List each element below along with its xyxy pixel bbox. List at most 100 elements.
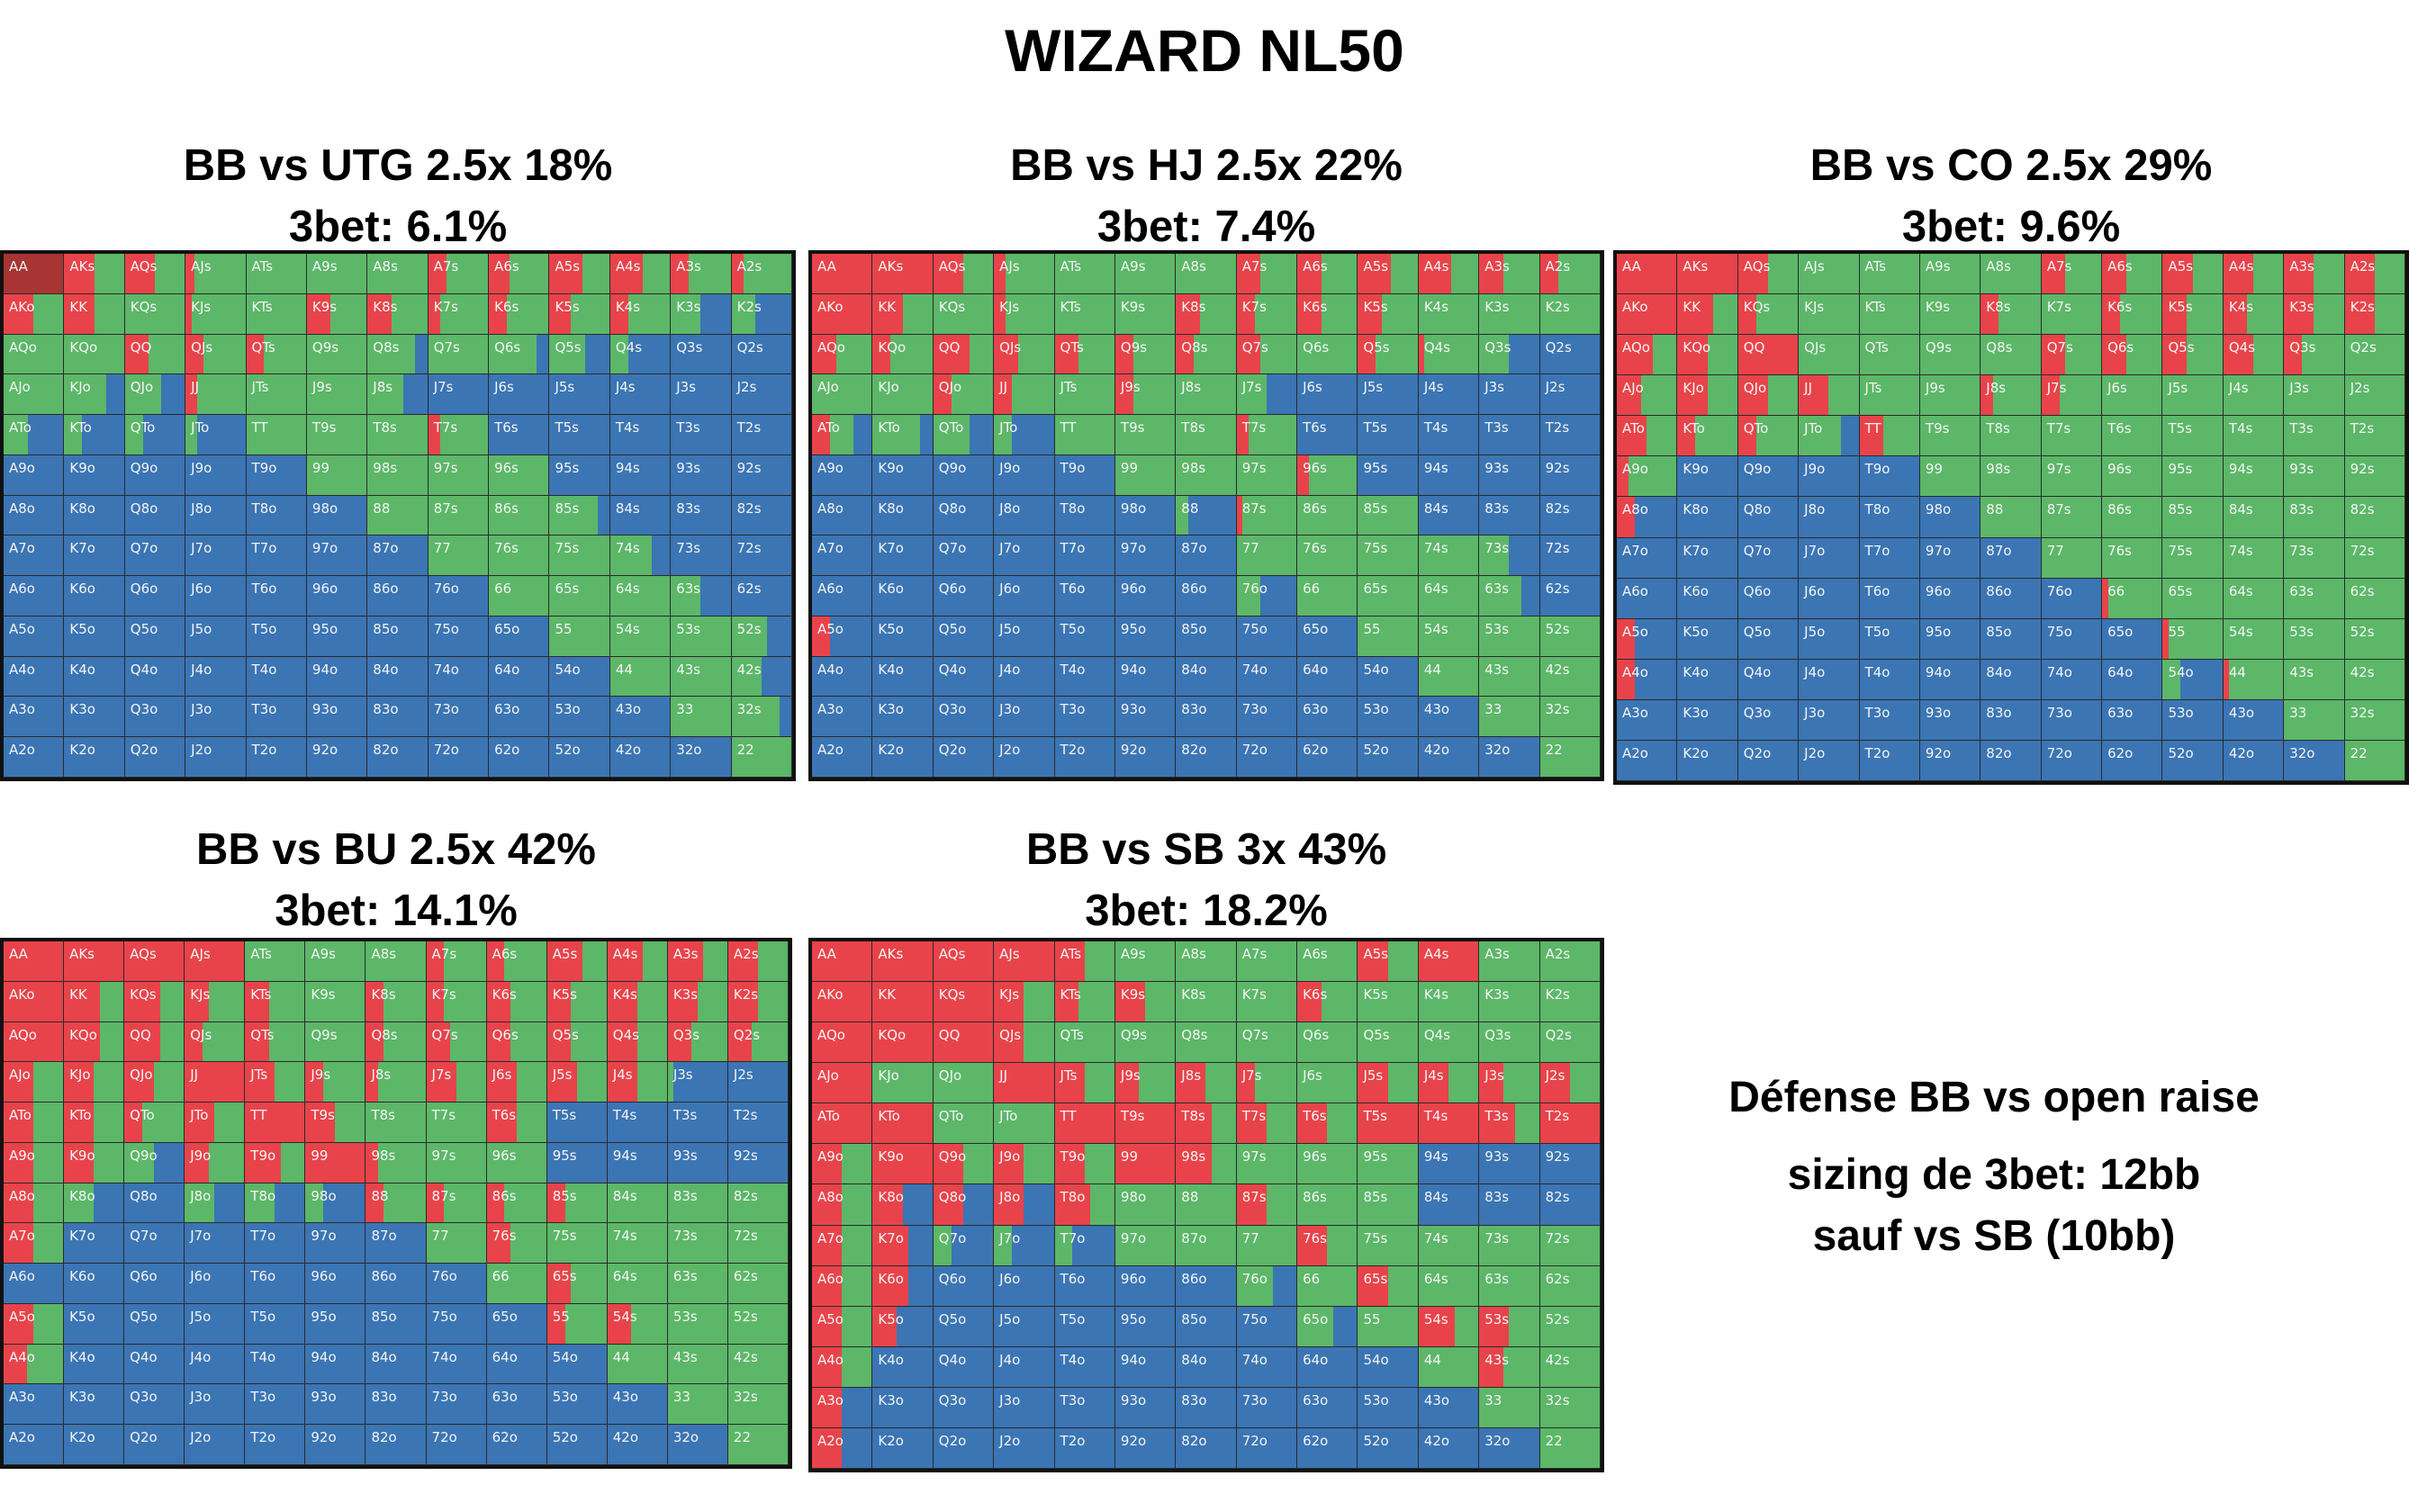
hand-cell-J5s: J5s: [1358, 1063, 1419, 1104]
hand-label: K6s: [494, 298, 519, 315]
hand-cell-A4s: A4s: [1418, 941, 1480, 983]
call-fill: [631, 1303, 667, 1344]
hand-cell-KTs: KTs: [1054, 982, 1115, 1023]
hand-label: Q6o: [938, 580, 967, 598]
call-fill: [245, 1183, 275, 1223]
hand-cell-92o: 92o: [306, 737, 368, 778]
raise-fill: [1054, 982, 1079, 1022]
hand-label: 87s: [431, 1187, 456, 1204]
hand-cell-JTo: JTo: [994, 415, 1055, 455]
call-fill: [1358, 536, 1418, 576]
hand-cell-T8o: T8o: [245, 1183, 306, 1224]
hand-label: T9s: [1120, 419, 1145, 436]
hand-label: 32o: [676, 742, 702, 759]
hand-cell-T7s: T7s: [1236, 1103, 1298, 1145]
hand-label: J5s: [2168, 380, 2188, 397]
hand-cell-T6o: T6o: [246, 576, 307, 616]
hand-label: Q6o: [938, 1270, 967, 1287]
call-fill: [1358, 1022, 1418, 1063]
call-fill: [33, 1142, 64, 1183]
call-fill: [1479, 293, 1539, 334]
hand-label: A8o: [9, 500, 35, 517]
hand-label: K9s: [311, 298, 338, 315]
hand-cell-Q2o: Q2o: [1737, 740, 1800, 781]
hand-cell-85o: 85o: [1980, 618, 2042, 660]
hand-cell-K9s: K9s: [306, 293, 368, 335]
hand-cell-KK: KK: [64, 293, 125, 335]
hand-cell-QJo: QJo: [933, 1063, 995, 1104]
call-fill: [1024, 1144, 1054, 1184]
hand-label: J8s: [1181, 1067, 1202, 1084]
hand-cell-65s: 65s: [2162, 578, 2224, 619]
panel-bb-vs-bu: BB vs BU 2.5x 42% 3bet: 14.1% AA AKs AQs AJ…: [0, 819, 792, 1469]
call-fill: [2162, 497, 2223, 537]
hand-label: 84s: [1423, 1189, 1448, 1206]
call-fill: [486, 1142, 546, 1183]
hand-cell-52o: 52o: [1358, 1427, 1419, 1469]
raise-fill: [1418, 1063, 1449, 1103]
raise-fill: [546, 941, 583, 981]
hand-label: T8o: [1864, 501, 1890, 518]
hand-label: K9o: [1683, 461, 1709, 478]
hand-label: J9o: [1804, 461, 1826, 478]
raise-fill: [872, 982, 933, 1022]
raise-fill: [812, 1184, 843, 1225]
hand-label: Q5s: [552, 1026, 579, 1043]
hand-cell-K8s: K8s: [365, 981, 427, 1022]
hand-cell-AKo: AKo: [1617, 294, 1678, 336]
hand-cell-77: 77: [426, 1223, 487, 1264]
call-fill: [367, 415, 428, 454]
call-fill: [1024, 982, 1054, 1022]
call-fill: [1479, 1387, 1539, 1427]
note-line-1: Défense BB vs open raise: [1728, 1074, 2260, 1121]
hand-cell-54o: 54o: [546, 1344, 608, 1385]
hand-cell-KQo: KQo: [872, 1022, 934, 1064]
call-fill: [2374, 254, 2404, 294]
hand-cell-J5s: J5s: [546, 1062, 608, 1103]
hand-label: A4s: [1423, 258, 1449, 274]
call-fill: [1479, 1265, 1539, 1306]
hand-cell-QTo: QTo: [933, 415, 995, 455]
hand-cell-A9s: A9s: [1114, 254, 1177, 294]
hand-label: 42s: [2350, 663, 2375, 680]
hand-cell-T5o: T5o: [246, 616, 307, 657]
hand-label: KQs: [1743, 299, 1771, 316]
hand-cell-K4o: K4o: [64, 656, 125, 698]
hand-label: T7s: [1241, 1108, 1267, 1125]
hand-cell-42s: 42s: [731, 656, 792, 698]
hand-cell-AKo: AKo: [812, 293, 873, 335]
hand-cell-T9o: T9o: [1054, 454, 1115, 496]
hand-cell-JJ: JJ: [1799, 375, 1860, 417]
hand-cell-92s: 92s: [2344, 456, 2405, 498]
hand-label: 53o: [1363, 1391, 1389, 1408]
raise-fill: [546, 981, 572, 1022]
hand-cell-JJ: JJ: [994, 1063, 1055, 1104]
call-fill: [1297, 1022, 1358, 1063]
hand-label: JJ: [191, 379, 199, 396]
hand-cell-T8o: T8o: [246, 495, 307, 536]
hand-cell-K5o: K5o: [64, 1303, 125, 1345]
panel-title: BB vs CO 2.5x 29%: [1809, 141, 2213, 190]
hand-cell-54o: 54o: [1358, 656, 1419, 698]
hand-cell-87s: 87s: [428, 495, 490, 536]
hand-label: A9o: [9, 1147, 35, 1164]
hand-label: KJs: [1804, 299, 1825, 316]
call-fill: [1236, 1225, 1297, 1265]
hand-cell-K8o: K8o: [64, 1183, 125, 1224]
hand-label: 85s: [2168, 501, 2193, 518]
hand-cell-99: 99: [305, 1142, 366, 1184]
raise-fill: [1114, 1144, 1176, 1184]
hand-label: 33: [676, 701, 694, 718]
hand-label: J7o: [999, 540, 1021, 557]
raise-fill: [185, 374, 198, 415]
hand-cell-32s: 32s: [1539, 1387, 1601, 1428]
hand-cell-K2s: K2s: [1539, 293, 1601, 335]
hand-cell-AA: AA: [1617, 254, 1678, 295]
hand-cell-J6s: J6s: [2102, 375, 2163, 417]
hand-cell-QQ: QQ: [933, 334, 995, 375]
raise-fill: [1114, 1103, 1176, 1144]
call-fill: [1297, 1306, 1333, 1346]
hand-cell-TT: TT: [1054, 415, 1115, 455]
hand-cell-75s: 75s: [1358, 1225, 1419, 1266]
hand-cell-85o: 85o: [1176, 616, 1237, 657]
